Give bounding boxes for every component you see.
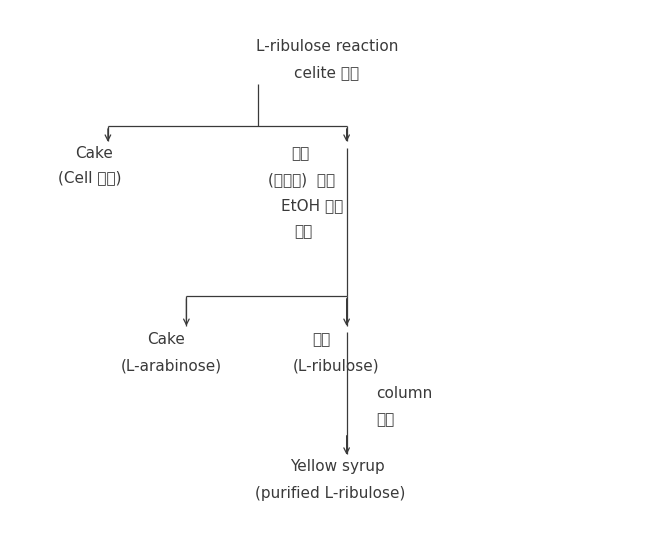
Text: celite 여과: celite 여과 bbox=[294, 65, 360, 80]
Text: (L-ribulose): (L-ribulose) bbox=[293, 358, 379, 374]
Text: 여액: 여액 bbox=[291, 146, 309, 161]
Text: (Cell 제거): (Cell 제거) bbox=[58, 170, 121, 186]
Text: EtOH 첨가: EtOH 첨가 bbox=[281, 198, 343, 213]
Text: Yellow syrup: Yellow syrup bbox=[290, 459, 385, 475]
Text: 농축: 농축 bbox=[376, 412, 394, 427]
Text: 여과: 여과 bbox=[294, 224, 313, 239]
Text: (L-arabinose): (L-arabinose) bbox=[121, 358, 222, 374]
Text: (반응물)  농축: (반응물) 농축 bbox=[268, 172, 336, 187]
Text: Cake: Cake bbox=[147, 332, 185, 347]
Text: Cake: Cake bbox=[75, 146, 113, 161]
Text: (purified L-ribulose): (purified L-ribulose) bbox=[255, 486, 405, 501]
Text: column: column bbox=[376, 386, 432, 401]
Text: 여액: 여액 bbox=[313, 332, 331, 347]
Text: L-ribulose reaction: L-ribulose reaction bbox=[256, 39, 398, 54]
